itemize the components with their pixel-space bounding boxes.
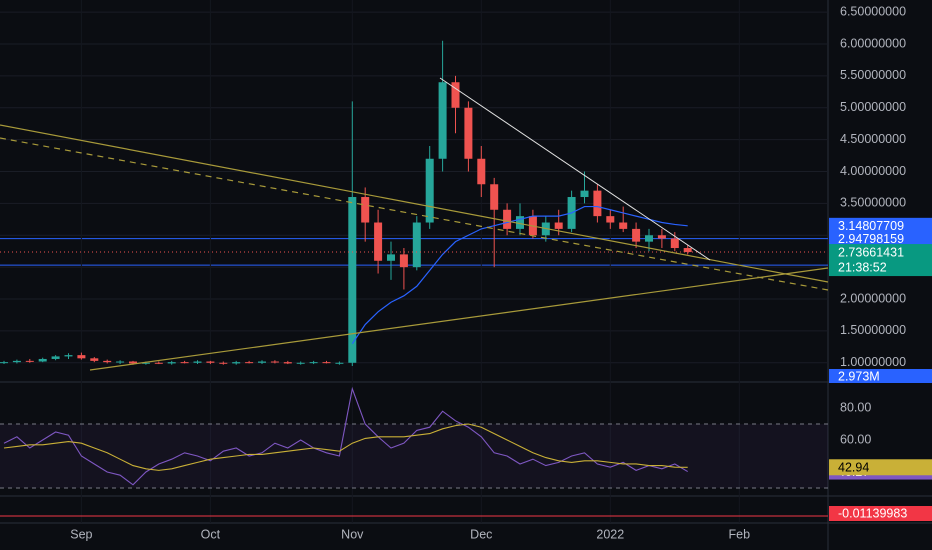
macd-label-bg: [829, 506, 932, 521]
candle-body: [309, 362, 318, 364]
candle-body: [64, 355, 73, 357]
candle-body: [296, 362, 305, 364]
rsi-value-label: 42.94: [838, 461, 869, 475]
candle-body: [116, 361, 125, 363]
candle-body: [0, 362, 8, 364]
rsi-value-label-bg: [829, 459, 932, 476]
x-tick-label: Nov: [341, 527, 364, 541]
y-tick-label: 5.50000000: [840, 68, 906, 82]
volume-label: 2.973M: [838, 369, 880, 383]
candle-body: [258, 361, 266, 363]
y-tick-label: 1.50000000: [840, 323, 906, 337]
candle-body: [438, 82, 447, 159]
candle-body: [51, 356, 60, 359]
candle-body: [193, 361, 202, 363]
candle-body: [270, 361, 279, 363]
candle-body: [683, 248, 692, 253]
candle-body: [167, 362, 176, 364]
trend-line: [0, 137, 829, 291]
candle-body: [77, 355, 86, 359]
candle-body: [180, 362, 189, 364]
candle-body: [335, 362, 344, 364]
x-tick-label: Feb: [729, 527, 751, 541]
moving-average: [351, 205, 688, 344]
y-tick-label: 6.50000000: [840, 4, 906, 18]
candle-body: [387, 254, 395, 261]
price-label: 2.73661431: [838, 245, 904, 259]
candle-body: [206, 361, 215, 363]
y-tick-label: 1.00000000: [840, 355, 906, 369]
candle-body: [374, 222, 383, 261]
candle-body: [412, 222, 421, 268]
candle-body: [516, 216, 524, 229]
level-label-bg: [829, 230, 932, 247]
trend-line: [439, 77, 711, 261]
candle-body: [348, 197, 357, 363]
candle-body: [141, 362, 150, 364]
rsi-band: [0, 424, 828, 488]
x-tick-label: Dec: [470, 527, 492, 541]
trend-line: [89, 267, 829, 371]
candle-body: [399, 254, 408, 268]
trend-lines: [0, 77, 829, 371]
candle-body: [606, 216, 615, 223]
y-tick-label: 2.00000000: [840, 291, 906, 305]
candle-body: [25, 360, 34, 362]
candle-body: [645, 235, 653, 242]
candle-body: [232, 362, 241, 364]
candle-body: [425, 158, 434, 223]
countdown: 21:38:52: [838, 260, 887, 274]
macd-label: -0.01139983: [838, 506, 907, 520]
candle-body: [361, 197, 370, 223]
rsi-line: [3, 423, 688, 471]
candle-body: [154, 362, 163, 364]
y-tick-label: 60.00: [840, 432, 871, 446]
candle-body: [490, 184, 499, 210]
level-label: 2.94798159: [838, 232, 904, 246]
candle-body: [477, 158, 486, 185]
price-label-bg: [829, 244, 932, 277]
volume-label-bg: [829, 369, 932, 383]
candle-body: [322, 362, 331, 364]
x-tick-label: Oct: [201, 527, 221, 541]
candle-body: [451, 82, 460, 108]
candle-body: [129, 361, 137, 364]
x-tick-label: 2022: [596, 527, 624, 541]
candle-body: [503, 209, 512, 229]
y-tick-label: 80.00: [840, 400, 871, 414]
rsi-line: [3, 386, 688, 486]
axis-labels: 1.000000001.500000002.000000002.50000000…: [70, 4, 932, 541]
candle-body: [580, 190, 589, 198]
candle-body: [245, 362, 254, 364]
candle-body: [90, 358, 99, 361]
x-tick-label: Sep: [70, 527, 92, 541]
y-tick-label: 5.00000000: [840, 100, 906, 114]
candle-body: [632, 228, 641, 242]
y-tick-label: 4.00000000: [840, 164, 906, 178]
y-tick-label: 6.00000000: [840, 36, 906, 50]
candle-body: [219, 362, 228, 364]
ma-label-bg: [829, 217, 932, 234]
candle-body: [554, 222, 563, 229]
candle-body: [619, 222, 628, 229]
candle-body: [103, 360, 112, 363]
candle-body: [670, 238, 679, 249]
candle-body: [283, 362, 292, 364]
trend-line: [0, 124, 829, 283]
candle-body: [12, 360, 21, 363]
y-tick-label: 3.50000000: [840, 196, 906, 210]
candle-body: [38, 358, 47, 362]
candle-body: [464, 107, 473, 159]
ma-label: 3.14807709: [838, 219, 904, 233]
y-tick-label: 4.50000000: [840, 132, 906, 146]
candle-body: [657, 235, 666, 239]
candle-body: [593, 190, 602, 217]
